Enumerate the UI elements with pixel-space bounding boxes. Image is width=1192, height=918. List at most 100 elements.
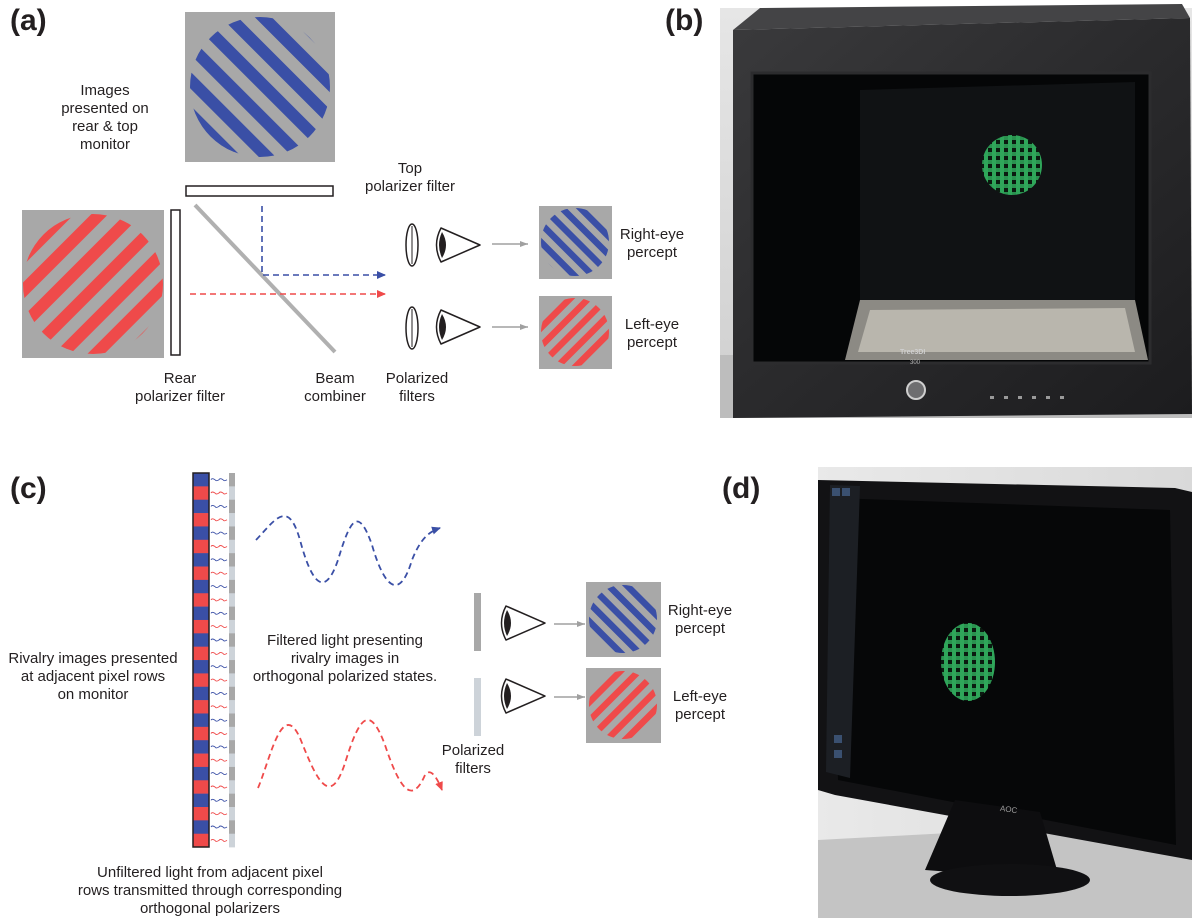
red-pixel-row [193, 486, 209, 501]
row-polarizer [229, 780, 235, 794]
monitor-b-model: 300 [910, 360, 921, 366]
right-eye-icon-c [500, 605, 546, 641]
right-eye-percept-label: Right-eye percept [619, 226, 685, 261]
row-polarizer [229, 566, 235, 581]
row-polarizer [229, 606, 235, 621]
blue-row-wave [210, 611, 228, 615]
row-polarizer [229, 553, 235, 567]
blue-row-wave [210, 665, 228, 669]
right-eye-percept-label-c: Right-eye percept [667, 602, 733, 637]
blue-pixel-row [193, 686, 209, 701]
right-eye-icon [435, 227, 481, 263]
red-pixel-row [193, 646, 209, 661]
red-pixel-row [193, 726, 209, 741]
row-polarizer [229, 513, 235, 527]
blue-row-wave [210, 745, 228, 749]
red-row-wave [210, 545, 228, 548]
panel-label-d: (d) [722, 472, 761, 505]
red-row-wave [210, 678, 228, 682]
red-polarized-wave [257, 719, 443, 792]
panel-b-photo [720, 4, 1192, 418]
panel-d-photo [818, 467, 1192, 918]
row-polarizer [229, 833, 235, 848]
rivalry-images-label: Rivalry images presented at adjacent pix… [8, 650, 178, 703]
blue-row-wave [210, 638, 228, 642]
blue-pixel-row [193, 526, 209, 541]
red-pixel-row [193, 513, 209, 527]
rear-polarizer-filter-label: Rear polarizer filter [134, 370, 226, 405]
blue-row-wave [210, 585, 228, 589]
row-polarizer [229, 766, 235, 781]
top-polarizer-filter [185, 185, 334, 197]
blue-pixel-row [193, 713, 209, 728]
red-pixel-row [193, 780, 209, 794]
blue-row-wave [210, 691, 228, 695]
blue-row-wave [210, 825, 228, 829]
row-polarizer [229, 619, 235, 634]
row-polarizer [229, 539, 235, 554]
blue-row-wave [210, 531, 228, 535]
panel-c-diagram [192, 472, 661, 848]
red-row-wave [210, 625, 228, 629]
red-pixel-row [193, 673, 209, 688]
right-eye-percept-image-c [586, 582, 661, 657]
polarized-filter-c-bottom [474, 678, 481, 736]
row-polarizer [229, 793, 235, 808]
red-pixel-row [193, 566, 209, 581]
blue-polarized-wave [255, 515, 441, 586]
top-polarizer-filter-label: Top polarizer filter [364, 160, 456, 195]
blue-row-wave [210, 504, 228, 508]
left-eye-icon-c [500, 678, 546, 714]
filtered-light-label: Filtered light presenting rivalry images… [252, 632, 438, 685]
red-row-wave [210, 518, 228, 522]
row-polarizer-strip [229, 473, 235, 848]
polarized-filters-label-a: Polarized filters [385, 370, 449, 405]
row-polarizer [229, 686, 235, 701]
red-row-wave [210, 491, 228, 495]
top-monitor-image [185, 12, 335, 162]
row-polarizer [229, 646, 235, 661]
row-wave-strip [210, 478, 228, 842]
blue-row-wave [210, 798, 228, 802]
red-row-wave [210, 732, 228, 735]
red-row-wave [210, 571, 228, 575]
red-row-wave [210, 598, 228, 602]
blue-pixel-row [193, 553, 209, 567]
blue-pixel-row [193, 660, 209, 674]
row-polarizer [229, 700, 235, 714]
left-eye-percept-label: Left-eye percept [624, 316, 680, 351]
row-polarizer [229, 726, 235, 741]
red-row-wave [210, 812, 228, 816]
blue-pixel-row [193, 793, 209, 808]
row-polarizer [229, 740, 235, 754]
right-eye-percept-image [539, 206, 612, 279]
row-polarizer [229, 807, 235, 821]
red-pixel-row [193, 833, 209, 848]
rear-polarizer-filter [170, 209, 181, 356]
rear-monitor-image [22, 210, 164, 358]
row-polarizer [229, 499, 235, 514]
monitor-d-screen [835, 498, 1176, 845]
blue-row-wave [210, 718, 228, 722]
power-button-b [906, 380, 926, 400]
blue-pixel-row [193, 473, 209, 487]
blue-pixel-row [193, 606, 209, 621]
red-row-wave [210, 785, 228, 789]
red-pixel-row [193, 753, 209, 768]
red-row-wave [210, 705, 228, 709]
blue-pixel-row [193, 499, 209, 514]
red-row-wave [210, 758, 228, 762]
left-eye-percept-image-c [586, 668, 661, 743]
row-polarizer [229, 660, 235, 674]
blue-pixel-row [193, 579, 209, 594]
blue-pixel-row [193, 766, 209, 781]
left-eye-percept-image [539, 296, 612, 369]
left-eye-icon [435, 309, 481, 345]
red-pixel-row [193, 700, 209, 714]
blue-row-wave [210, 558, 228, 562]
panel-a-diagram [22, 12, 612, 369]
row-polarizer [229, 593, 235, 607]
row-polarizer [229, 713, 235, 728]
polarized-filters-label-c: Polarized filters [441, 742, 505, 777]
